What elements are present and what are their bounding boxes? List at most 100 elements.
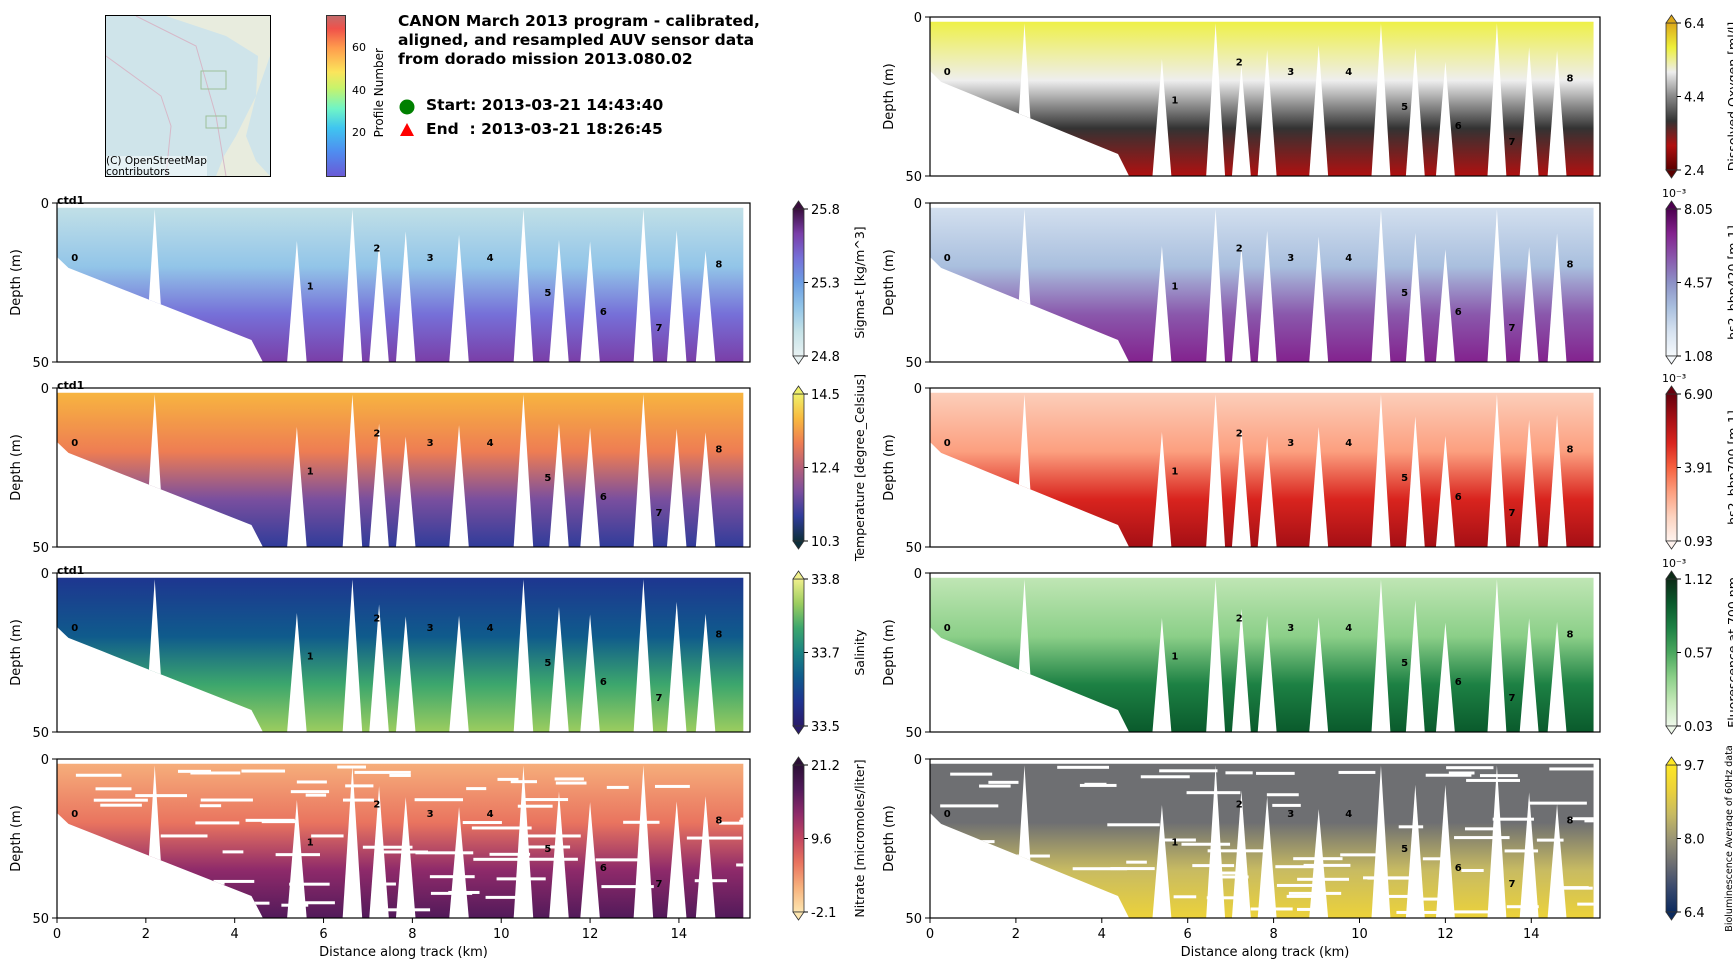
profile-label: 5 <box>544 473 551 484</box>
y-axis-label: Depth (m) <box>9 619 24 686</box>
data-gap <box>389 773 411 777</box>
data-gap <box>1552 886 1589 890</box>
data-gap <box>1288 891 1342 895</box>
axes-frame <box>56 202 751 363</box>
data-gap <box>1186 791 1241 795</box>
colorbar-extend-max <box>792 200 805 210</box>
data-gap <box>1547 233 1567 362</box>
data-gap <box>979 784 1011 788</box>
data-gap <box>354 770 411 774</box>
end-time: End : 2013-03-21 18:26:45 <box>426 120 663 138</box>
colorbar-extend-min <box>792 725 805 735</box>
y-tick-label: 50 <box>32 541 49 556</box>
data-gap <box>213 879 255 883</box>
data-gap <box>1492 817 1534 821</box>
data-gap <box>1173 895 1197 899</box>
profile-label: 1 <box>1171 96 1178 107</box>
data-gap <box>289 882 330 886</box>
data-gap <box>1257 796 1277 918</box>
colorbar-tick-label: 1.08 <box>1684 350 1713 365</box>
profile-label: 2 <box>1236 429 1243 440</box>
profile-label: 2 <box>373 429 380 440</box>
colorbar-label: hs2_bbp700 [m-1] <box>1725 410 1733 525</box>
data-gap <box>1206 896 1234 900</box>
y-tick-label: 50 <box>32 726 49 741</box>
data-gap <box>1405 232 1425 362</box>
profile-label: 3 <box>1287 623 1294 634</box>
axes-frame <box>929 202 1601 363</box>
profile-label: 5 <box>1401 844 1408 855</box>
colorbar-tick-label: 6.4 <box>1684 17 1705 32</box>
data-gap <box>1152 245 1172 362</box>
profile-label: 0 <box>944 253 951 264</box>
data-gap <box>623 820 660 824</box>
start-time: Start: 2013-03-21 14:43:40 <box>426 96 664 114</box>
data-gap <box>1206 765 1226 918</box>
data-gap <box>200 798 253 802</box>
data-gap <box>517 804 553 808</box>
profile-label: 6 <box>600 307 607 318</box>
data-gap <box>497 777 519 781</box>
colorbar-tick-label: 33.7 <box>811 647 840 662</box>
data-gap <box>395 797 416 918</box>
y-axis-label: Depth (m) <box>882 619 897 686</box>
profile-label: 8 <box>1566 259 1573 270</box>
y-axis-label: Depth (m) <box>882 249 897 316</box>
data-gap <box>1152 432 1172 547</box>
colorbar-exponent: 10⁻³ <box>1662 557 1686 570</box>
profile-label: 2 <box>1236 244 1243 255</box>
data-gap <box>342 765 363 918</box>
data-gap <box>695 613 716 732</box>
colorbar-tick-label: 24.8 <box>811 350 840 365</box>
profile-label: 7 <box>1508 693 1515 704</box>
profile-label: 0 <box>71 623 78 634</box>
profile-label: 6 <box>600 677 607 688</box>
data-gap <box>1309 427 1329 547</box>
data-gap <box>449 807 469 918</box>
data-gap <box>1212 875 1249 879</box>
data-gap <box>292 901 335 905</box>
profile-label: 1 <box>307 652 314 663</box>
data-gap <box>1405 784 1425 918</box>
data-gap <box>1297 877 1349 881</box>
data-gap <box>1160 838 1196 842</box>
colorbar-label: Sigma-t [kg/m^3] <box>852 226 867 338</box>
colorbar-tick-label: 6.4 <box>1684 906 1705 921</box>
data-gap <box>287 426 307 547</box>
data-gap <box>1405 600 1425 732</box>
data-gap <box>549 423 569 547</box>
data-gap <box>1446 766 1494 770</box>
profile-label: 4 <box>487 438 494 449</box>
colorbar-tick-label: 0.03 <box>1684 720 1713 735</box>
data-gap <box>555 781 587 785</box>
colorbar-tick-label: 14.5 <box>811 388 840 403</box>
data-gap <box>1371 23 1391 176</box>
data-gap <box>135 794 188 798</box>
x-tick-label: 8 <box>408 927 416 942</box>
data-gap <box>946 882 1007 886</box>
data-gap <box>1422 857 1445 861</box>
colorbar-extend-max <box>1665 385 1678 395</box>
data-gap <box>580 802 600 918</box>
data-gap <box>526 857 578 861</box>
profile-label: 6 <box>1455 863 1462 874</box>
data-gap <box>1519 419 1539 547</box>
data-gap <box>1126 860 1147 864</box>
data-gap <box>369 604 389 732</box>
profile-label: 7 <box>1508 879 1515 890</box>
data-gap <box>1303 863 1351 867</box>
data-gap <box>513 394 534 547</box>
data-gap <box>1396 910 1438 914</box>
data-gap <box>1110 867 1155 871</box>
data-gap <box>1309 45 1329 176</box>
profile-label: 4 <box>1345 623 1352 634</box>
colorbar-extend-min <box>792 355 805 365</box>
x-tick-label: 14 <box>671 927 688 942</box>
data-gap <box>395 616 416 732</box>
x-tick-label: 2 <box>142 927 150 942</box>
data-gap <box>1464 827 1499 831</box>
colorbar-extend-min <box>792 540 805 550</box>
